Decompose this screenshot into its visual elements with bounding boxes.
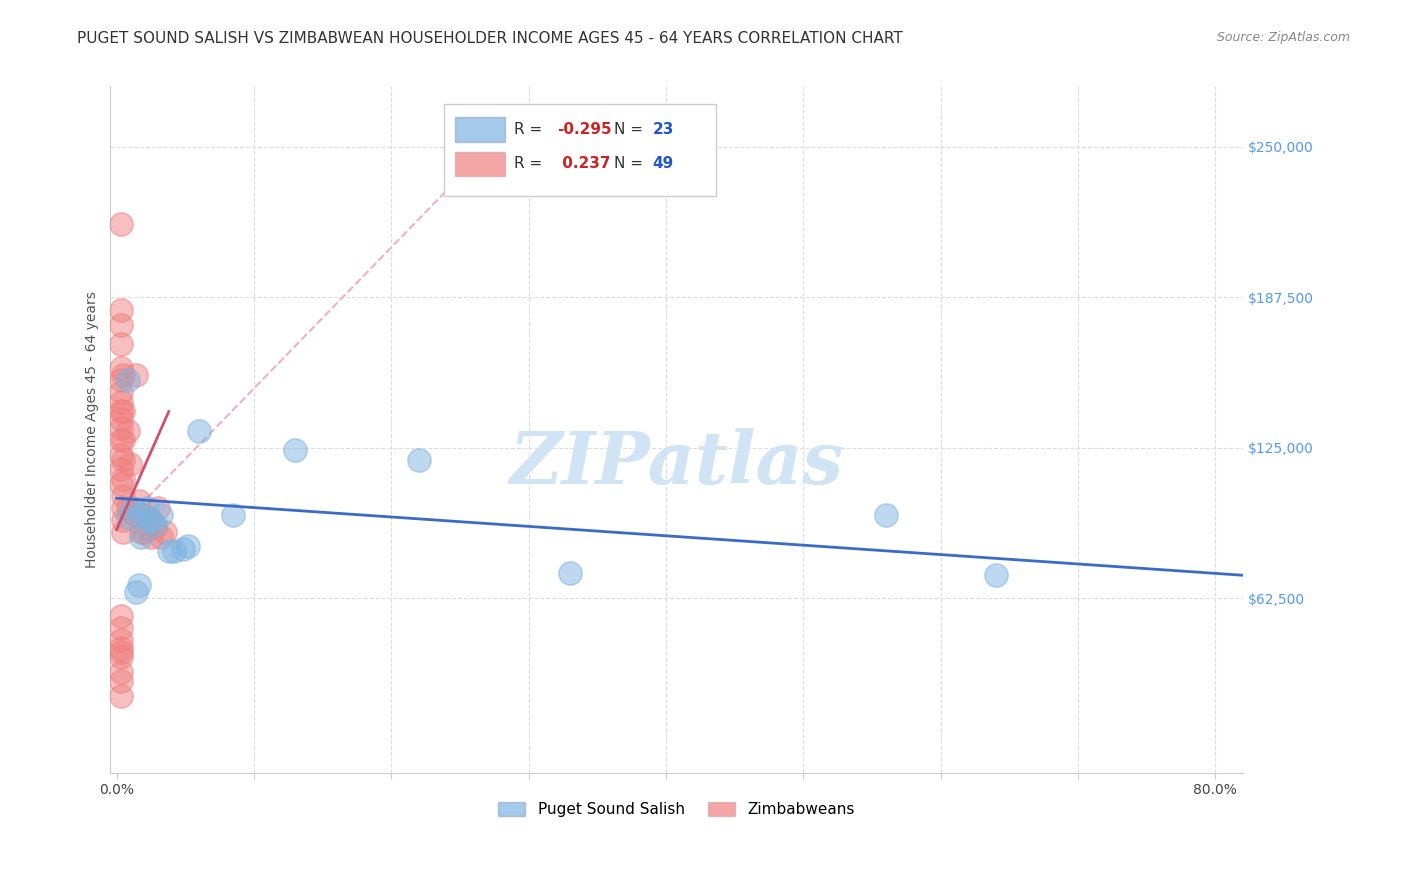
Point (172, 541, 194, 556)
Point (110, 337, 132, 351)
Point (153, 524, 176, 539)
FancyBboxPatch shape (456, 117, 505, 142)
Text: R =: R = (515, 156, 547, 171)
Point (110, 665, 132, 679)
Text: 49: 49 (652, 156, 673, 171)
Point (138, 513, 160, 527)
Point (110, 411, 132, 425)
Text: 0.237: 0.237 (557, 156, 610, 171)
Point (163, 544, 186, 558)
Point (157, 544, 180, 558)
Point (110, 303, 132, 318)
Point (132, 508, 155, 522)
Point (128, 578, 150, 592)
Y-axis label: Householder Income Ages 45 - 64 years: Householder Income Ages 45 - 64 years (86, 291, 100, 568)
Point (112, 500, 135, 515)
Point (110, 318, 132, 332)
Point (188, 424, 211, 438)
Legend: Puget Sound Salish, Zimbabweans: Puget Sound Salish, Zimbabweans (492, 797, 860, 823)
Point (284, 443, 307, 458)
Point (110, 434, 132, 448)
Text: N =: N = (614, 156, 648, 171)
Point (132, 524, 155, 539)
Point (110, 448, 132, 462)
Point (110, 421, 132, 435)
Point (110, 633, 132, 648)
Point (112, 472, 135, 486)
Point (110, 404, 132, 418)
Point (112, 524, 135, 539)
Point (408, 452, 430, 467)
Point (122, 506, 145, 520)
Point (117, 510, 139, 524)
Point (110, 385, 132, 400)
Point (117, 424, 139, 438)
FancyBboxPatch shape (444, 103, 716, 196)
Point (122, 500, 145, 515)
Point (110, 621, 132, 635)
Point (131, 530, 153, 544)
Text: R =: R = (515, 122, 547, 137)
Point (110, 650, 132, 665)
Point (112, 513, 135, 527)
Text: N =: N = (614, 122, 648, 137)
Point (125, 585, 148, 599)
Point (110, 373, 132, 387)
Point (110, 645, 132, 659)
Point (117, 500, 139, 515)
Point (135, 520, 157, 534)
Point (135, 500, 157, 515)
FancyBboxPatch shape (456, 152, 505, 177)
Point (558, 566, 581, 580)
Text: PUGET SOUND SALISH VS ZIMBABWEAN HOUSEHOLDER INCOME AGES 45 - 64 YEARS CORRELATI: PUGET SOUND SALISH VS ZIMBABWEAN HOUSEHO… (77, 31, 903, 46)
Point (110, 395, 132, 409)
Point (139, 530, 162, 544)
Point (143, 520, 166, 534)
Point (112, 489, 135, 503)
Point (125, 368, 148, 383)
Point (149, 530, 172, 544)
Point (131, 508, 153, 522)
Text: Source: ZipAtlas.com: Source: ZipAtlas.com (1216, 31, 1350, 45)
Point (138, 513, 160, 527)
Point (110, 674, 132, 689)
Text: 23: 23 (652, 122, 673, 137)
Point (112, 404, 135, 418)
Point (110, 217, 132, 231)
Point (110, 361, 132, 376)
Point (177, 540, 200, 554)
Point (112, 452, 135, 467)
Text: -0.295: -0.295 (557, 122, 612, 137)
Point (120, 458, 142, 472)
Point (110, 609, 132, 624)
Text: ZIPatlas: ZIPatlas (509, 428, 844, 500)
Point (146, 500, 169, 515)
Point (128, 493, 150, 508)
Point (110, 640, 132, 655)
Point (112, 434, 135, 448)
Point (131, 524, 153, 539)
Point (110, 476, 132, 491)
Point (110, 689, 132, 703)
Point (117, 373, 139, 387)
Point (143, 517, 166, 532)
Point (112, 368, 135, 383)
Point (222, 508, 245, 522)
Point (139, 513, 162, 527)
Point (110, 462, 132, 476)
Point (984, 568, 1007, 582)
Point (875, 508, 897, 522)
Point (149, 508, 172, 522)
